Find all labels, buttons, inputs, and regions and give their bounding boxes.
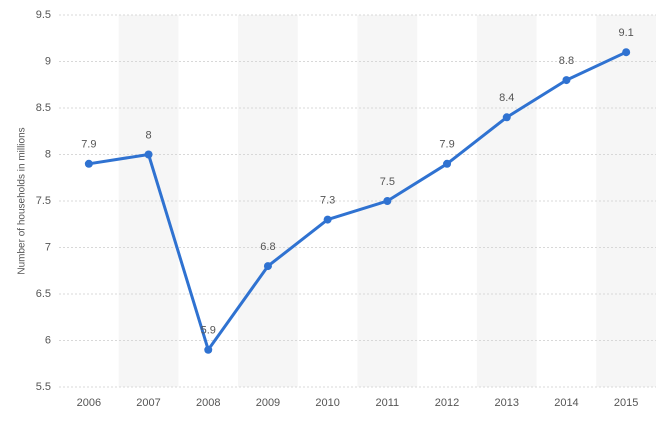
data-label: 6.8 — [260, 241, 275, 253]
x-tick-label: 2011 — [376, 397, 400, 409]
x-tick-label: 2009 — [256, 397, 280, 409]
data-label: 7.9 — [81, 139, 96, 151]
x-tick-label: 2007 — [136, 397, 160, 409]
y-tick-label: 5.5 — [36, 381, 51, 393]
point — [383, 197, 392, 205]
x-tick-label: 2010 — [315, 397, 339, 409]
y-tick-label: 9.5 — [36, 9, 51, 21]
point — [562, 76, 571, 85]
point — [502, 113, 511, 122]
y-tick-label: 9 — [45, 55, 51, 67]
y-tick-label: 7.5 — [36, 195, 51, 207]
x-tick-label: 2012 — [435, 397, 459, 409]
point — [144, 150, 153, 159]
y-tick-label: 7 — [45, 241, 51, 253]
data-label: 7.5 — [380, 176, 395, 188]
column-shade — [476, 15, 537, 387]
y-axis-label: Number of households in millions — [17, 127, 28, 274]
column-shade — [596, 15, 656, 387]
point — [204, 345, 213, 354]
data-label: 9.1 — [619, 27, 634, 39]
data-label: 5.9 — [201, 325, 216, 337]
point — [622, 48, 631, 57]
data-label: 7.9 — [439, 139, 454, 151]
y-tick-label: 6.5 — [36, 288, 51, 300]
y-tick-label: 8.5 — [36, 102, 51, 114]
data-label: 8.8 — [559, 55, 574, 67]
line — [88, 50, 627, 352]
x-tick-label: 2008 — [196, 397, 220, 409]
point — [323, 215, 332, 224]
data-label: 7.3 — [320, 195, 335, 207]
point — [263, 262, 272, 271]
x-tick-label: 2006 — [77, 397, 101, 409]
y-tick-label: 8 — [45, 148, 51, 160]
point — [443, 159, 452, 168]
x-tick-label: 2015 — [614, 397, 638, 409]
point — [84, 159, 93, 168]
y-tick-label: 6 — [45, 334, 51, 346]
data-label: 8 — [145, 129, 151, 141]
x-tick-label: 2013 — [495, 397, 519, 409]
data-label: 8.4 — [499, 92, 514, 104]
x-tick-label: 2014 — [554, 397, 578, 409]
